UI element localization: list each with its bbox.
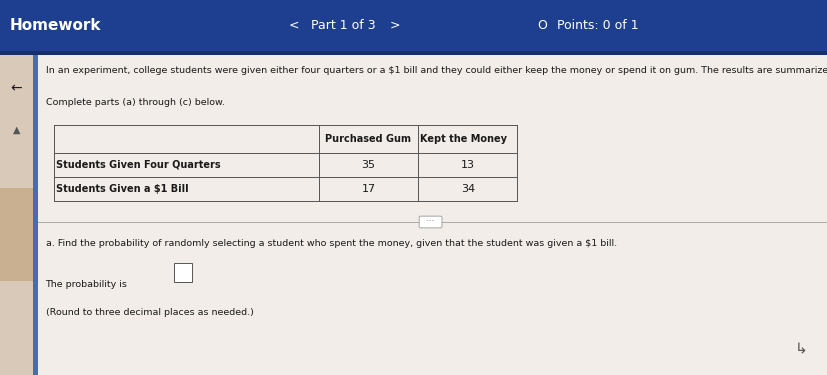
Text: 35: 35 — [361, 160, 375, 170]
Text: Complete parts (a) through (c) below.: Complete parts (a) through (c) below. — [45, 98, 224, 107]
FancyBboxPatch shape — [0, 55, 33, 375]
Text: Points: 0 of 1: Points: 0 of 1 — [557, 19, 638, 32]
Text: The probability is: The probability is — [45, 280, 127, 289]
Text: 34: 34 — [460, 184, 475, 194]
Text: <: < — [289, 19, 299, 32]
Text: ↳: ↳ — [794, 341, 806, 356]
Text: a. Find the probability of randomly selecting a student who spent the money, giv: a. Find the probability of randomly sele… — [45, 239, 616, 248]
Text: O: O — [537, 19, 547, 32]
Text: >: > — [390, 19, 399, 32]
Text: (Round to three decimal places as needed.): (Round to three decimal places as needed… — [45, 308, 253, 317]
Text: 17: 17 — [361, 184, 375, 194]
Text: 13: 13 — [461, 160, 474, 170]
Text: Purchased Gum: Purchased Gum — [325, 134, 411, 144]
FancyBboxPatch shape — [174, 263, 192, 282]
Text: Students Given a $1 Bill: Students Given a $1 Bill — [56, 184, 189, 194]
Text: ▲: ▲ — [12, 125, 21, 135]
Text: ···: ··· — [420, 217, 440, 226]
Text: In an experiment, college students were given either four quarters or a $1 bill : In an experiment, college students were … — [45, 66, 827, 75]
FancyBboxPatch shape — [0, 0, 827, 51]
FancyBboxPatch shape — [0, 188, 33, 281]
Text: Kept the Money: Kept the Money — [419, 134, 507, 144]
Text: Part 1 of 3: Part 1 of 3 — [311, 19, 375, 32]
Text: ←: ← — [11, 82, 22, 96]
Text: Students Given Four Quarters: Students Given Four Quarters — [56, 160, 221, 170]
FancyBboxPatch shape — [0, 51, 827, 55]
FancyBboxPatch shape — [33, 55, 38, 375]
Text: Homework: Homework — [10, 18, 102, 33]
FancyBboxPatch shape — [0, 55, 827, 375]
